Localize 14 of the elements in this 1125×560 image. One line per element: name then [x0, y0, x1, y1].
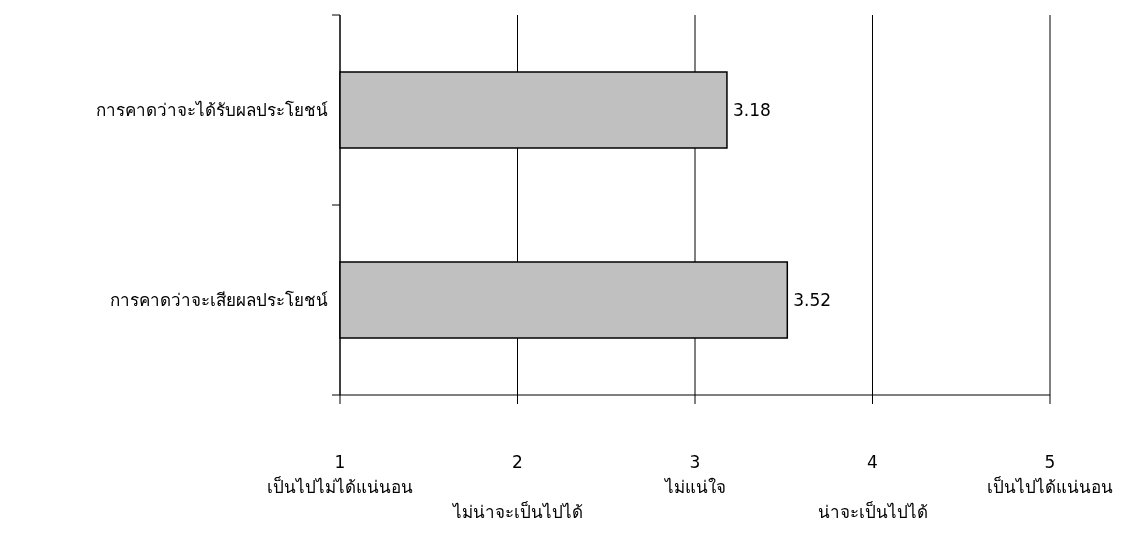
- text: ไม่แน่ใจ: [662, 477, 726, 497]
- x-tick-label: 1: [334, 452, 346, 472]
- data-label: 3.18: [732, 99, 771, 120]
- x-tick-label: 4: [867, 452, 878, 472]
- x-tick-label: 5: [1044, 452, 1056, 472]
- x-tick-label: 2: [512, 452, 523, 472]
- y-tick-label: การคาดว่าจะได้รับผลประโยชน์: [96, 99, 328, 120]
- text: น่าจะเป็นไปได้: [817, 501, 928, 522]
- x-tick-label: 3: [689, 452, 701, 472]
- y-tick-label: การคาดว่าจะเสียผลประโยชน์: [110, 289, 328, 310]
- text: เป็นไปไม่ได้แน่นอน: [267, 476, 413, 497]
- text: เป็นไปได้แน่นอน: [987, 476, 1113, 497]
- data-label: 3.52: [793, 289, 832, 310]
- text: ไม่น่าจะเป็นไปได้: [450, 501, 583, 522]
